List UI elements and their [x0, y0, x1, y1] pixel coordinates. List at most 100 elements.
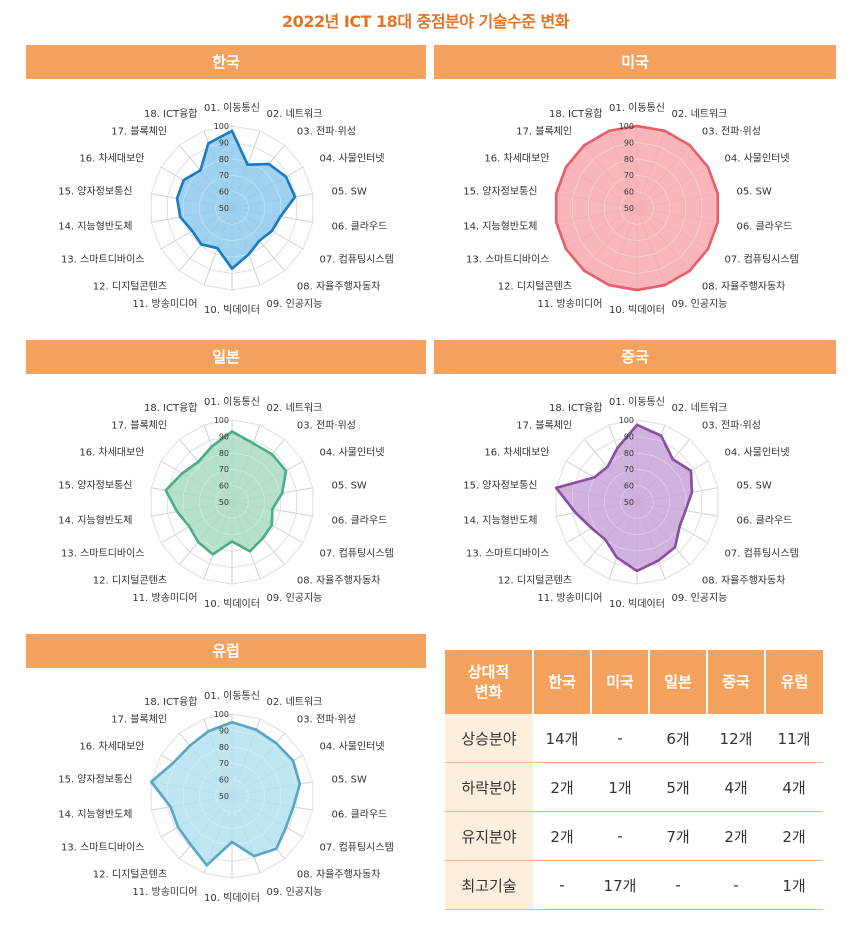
axis-label: 14. 지능형반도체 [463, 515, 537, 527]
axis-label: 10. 빅데이터 [609, 304, 665, 316]
axis-label: 14. 지능형반도체 [463, 221, 537, 233]
table-cell: - [533, 860, 591, 910]
grid-ring-overlay [183, 746, 281, 846]
series-line [554, 423, 694, 573]
axis-label: 07. 컴퓨팅시스템 [320, 548, 394, 560]
axis-label: 04. 사물인터넷 [320, 153, 385, 165]
axis-label: 10. 빅데이터 [609, 598, 665, 610]
axis-label: 09. 인공지능 [267, 298, 323, 310]
table-row: 하락분야 2개 1개 5개 4개 4개 [445, 762, 823, 812]
tick-label: 90 [219, 138, 229, 147]
panel-header-china: 중국 [434, 340, 836, 374]
axis-label: 15. 양자정보통신 [58, 774, 132, 786]
table-cell: - [707, 860, 765, 910]
tick-label: 60 [624, 188, 634, 197]
axis-label: 03. 전파·위성 [297, 419, 356, 432]
tick-label: 70 [219, 759, 229, 768]
table-cell: 12개 [707, 714, 765, 763]
tick-label: 50 [219, 204, 229, 213]
grid-ring-overlay [166, 435, 298, 569]
axis-label: 05. SW [737, 187, 772, 198]
axis-label: 17. 블록체인 [516, 420, 572, 432]
axis-label: 16. 차세대보안 [79, 153, 144, 165]
axis-label: 15. 양자정보통신 [463, 186, 537, 198]
table-cell: 6개 [649, 714, 707, 763]
tick-label: 90 [624, 138, 634, 147]
row-header: 상승분야 [445, 714, 533, 763]
axis-label: 04. 사물인터넷 [725, 447, 790, 459]
tick-label: 60 [219, 188, 229, 197]
axis-label: 08. 자율주행자동차 [297, 280, 380, 292]
axis-label: 04. 사물인터넷 [725, 153, 790, 165]
axis-label: 18. ICT융합 [144, 402, 198, 414]
page-title: 2022년 ICT 18대 중점분야 기술수준 변화 [282, 12, 569, 31]
row-header: 유지분야 [445, 811, 533, 861]
table-row: 상승분야 14개 - 6개 12개 11개 [445, 714, 823, 763]
grid-ring-overlay [150, 419, 314, 585]
axis-label: 17. 블록체인 [516, 126, 572, 138]
panel-header-usa: 미국 [434, 45, 836, 79]
grid-ring-overlay [215, 485, 249, 519]
column-header: 유럽 [764, 650, 823, 714]
tick-label: 90 [219, 726, 229, 735]
axis-label: 12. 디지털콘텐츠 [498, 280, 572, 292]
grid-ring-overlay [199, 762, 265, 830]
axis-label: 10. 빅데이터 [204, 598, 260, 610]
column-header: 중국 [706, 650, 765, 714]
grid-ring-overlay [215, 779, 249, 813]
radar-chart-japan: 50 60 70 80 90 100 01. 이동통신 02. 네트워크 03. 전파·위성 04… [58, 396, 394, 610]
row-header: 최고기술 [445, 860, 533, 910]
axis-label: 11. 방송미디어 [132, 592, 197, 604]
axis-label: 12. 디지털콘텐츠 [93, 868, 167, 880]
axis-label: 17. 블록체인 [111, 420, 167, 432]
tick-label: 70 [624, 171, 634, 180]
axis-label: 16. 차세대보안 [79, 447, 144, 459]
series-line [149, 720, 302, 867]
tick-label: 100 [214, 710, 229, 719]
axis-label: 07. 컴퓨팅시스템 [320, 842, 394, 854]
tick-label: 80 [624, 155, 634, 164]
axis-label: 03. 전파·위성 [702, 419, 761, 432]
axis-label: 03. 전파·위성 [702, 125, 761, 138]
axis-label: 07. 컴퓨팅시스템 [725, 254, 799, 266]
grid-ring-overlay [183, 158, 281, 258]
axis-label: 04. 사물인터넷 [320, 447, 385, 459]
axis-label: 06. 클라우드 [332, 809, 388, 821]
axis-label: 01. 이동통신 [204, 690, 260, 702]
axis-label: 15. 양자정보통신 [58, 480, 132, 492]
tick-label: 50 [219, 792, 229, 801]
grid-ring-overlay [571, 141, 703, 275]
axis-label: 13. 스마트디바이스 [466, 254, 549, 266]
grid-ring-overlay [620, 485, 654, 519]
axis-label: 06. 클라우드 [737, 515, 793, 527]
tick-label: 100 [619, 122, 634, 131]
axis-label: 12. 디지털콘텐츠 [93, 280, 167, 292]
table-row: 유지분야 2개 - 7개 2개 2개 [445, 811, 823, 861]
axis-label: 05. SW [332, 775, 367, 786]
axis-label: 11. 방송미디어 [537, 298, 602, 310]
axis-label: 12. 디지털콘텐츠 [498, 574, 572, 586]
tick-label: 100 [619, 416, 634, 425]
radar-chart-europe: 50 60 70 80 90 100 01. 이동통신 02. 네트워크 03. 전파·위성 04… [58, 690, 394, 904]
axis-label: 13. 스마트디바이스 [61, 254, 144, 266]
table-cell: - [591, 811, 649, 861]
axis-label: 09. 인공지능 [672, 592, 728, 604]
corner-line-1: 상대적 [467, 663, 510, 681]
radar-chart-usa: 50 60 70 80 90 100 01. 이동통신 02. 네트워크 03. 전파·위성 04… [463, 102, 799, 316]
axis-label: 05. SW [332, 481, 367, 492]
axis-label: 14. 지능형반도체 [58, 221, 132, 233]
grid-ring-overlay [620, 191, 654, 225]
table-cell: 11개 [765, 714, 823, 763]
table-row: 최고기술 - 17개 - - 1개 [445, 860, 823, 910]
axis-label: 05. SW [332, 187, 367, 198]
tick-label: 70 [624, 465, 634, 474]
grid-ring-overlay [215, 191, 249, 225]
axis-label: 15. 양자정보통신 [58, 186, 132, 198]
axis-label: 08. 자율주행자동차 [297, 574, 380, 586]
axis-label: 09. 인공지능 [267, 886, 323, 898]
grid-ring-overlay [604, 174, 670, 242]
axis-label: 18. ICT융합 [549, 402, 603, 414]
axis-label: 08. 자율주행자동차 [702, 280, 785, 292]
grid-ring-overlay [150, 125, 314, 291]
tick-label: 50 [219, 498, 229, 507]
